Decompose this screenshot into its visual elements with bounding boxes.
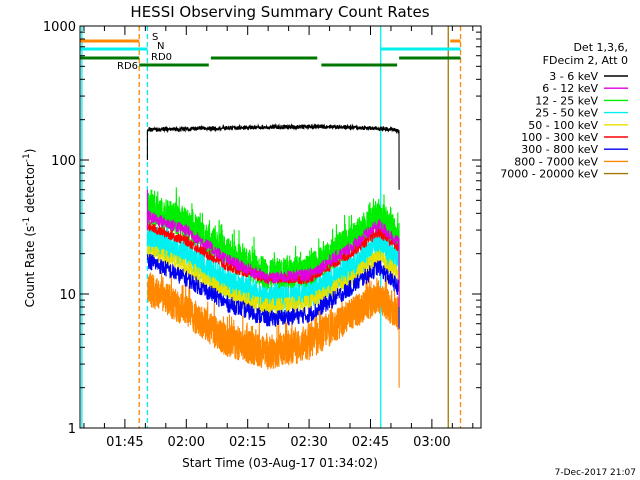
y-tick-label-1000: 1000 [43,20,76,35]
legend-header-decimation: FDecim 2, Att 0 [543,54,628,67]
legend-label-800-7000-kev: 800 - 7000 keV [514,155,598,168]
legend-label-50-100-kev: 50 - 100 keV [528,119,598,132]
legend-label-7000-20000-kev: 7000 - 20000 keV [500,168,598,181]
x-tick-label-02-00: 02:00 [168,435,205,450]
flag-label-s: S [152,32,158,43]
legend-label-100-300-kev: 100 - 300 keV [521,131,598,144]
flag-label-n: N [157,41,164,52]
flag-label-rd6: RD6 [117,61,138,72]
series-line-300-800-kev [146,253,400,329]
x-tick-label-03-00: 03:00 [413,435,450,450]
plot-axes [79,25,482,429]
y-tick-label-100: 100 [51,154,76,169]
y-tick-labels: 1 10 100 1000 [43,20,76,437]
count-rate-series [146,122,400,388]
x-tick-label-02-15: 02:15 [229,435,266,450]
legend-label-6-12-kev: 6 - 12 keV [542,82,598,95]
legend-label-12-25-kev: 12 - 25 keV [535,94,598,107]
x-tick-label-02-45: 02:45 [352,435,389,450]
legend-header-detectors: Det 1,3,6, [573,41,628,54]
series-line-50-100-kev [146,245,400,317]
x-tick-labels: 01:45 02:00 02:15 02:30 02:45 03:00 [106,435,450,450]
x-axis-label: Start Time (03-Aug-17 01:34:02) [182,456,378,470]
legend-label-3-6-kev: 3 - 6 keV [549,70,598,83]
series-line-3-6-kev [146,122,400,190]
chart-title: HESSI Observing Summary Count Rates [130,3,429,21]
y-tick-label-10: 10 [59,288,76,303]
y-tick-label-1: 1 [68,422,76,437]
flag-label-rd0: RD0 [151,52,172,63]
series-line-6-12-kev [146,189,400,308]
x-tick-label-01-45: 01:45 [106,435,143,450]
plot-frame [79,25,482,429]
legend-label-300-800-kev: 300 - 800 keV [521,143,598,156]
date-stamp: 7-Dec-2017 21:07 [555,468,636,478]
x-tick-label-02-30: 02:30 [290,435,327,450]
legend-label-25-50-kev: 25 - 50 keV [535,107,598,120]
series-line-800-7000-kev [146,268,400,388]
y-axis-label: Count Rate (s-1 detector-1) [22,149,37,308]
